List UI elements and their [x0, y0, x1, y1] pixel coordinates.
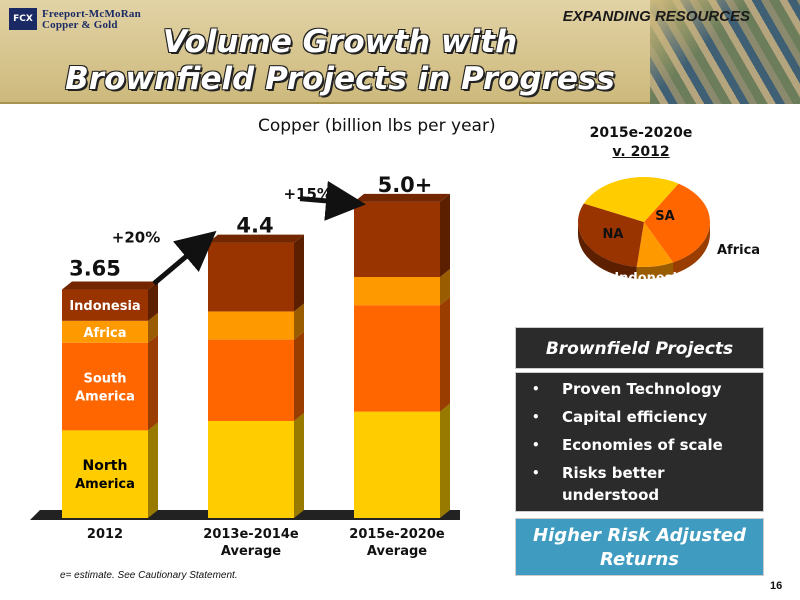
- segment-label: South: [83, 372, 126, 387]
- category-label: 2015e-2020e: [349, 527, 445, 542]
- brownfield-item-text: Economies of scale: [562, 436, 723, 454]
- stacked-bar-chart: North America South America Africa Indonesia 3…: [30, 173, 460, 559]
- segment-label: America: [75, 390, 135, 405]
- bullet-icon: •: [532, 466, 540, 480]
- pie-slice-label: NA: [603, 227, 624, 242]
- brownfield-heading: Brownfield Projects: [515, 327, 764, 369]
- segment-label: North: [83, 458, 128, 474]
- bar-segment: [208, 311, 294, 340]
- company-logo: FCX Freeport-McMoRan Copper & Gold: [9, 8, 159, 31]
- chart-title: Copper (billion lbs per year): [258, 116, 496, 136]
- category-label: 2013e-2014e: [203, 527, 299, 542]
- pie-title: 2015e-2020e v. 2012: [566, 124, 716, 162]
- header-band: FCX Freeport-McMoRan Copper & Gold EXPAN…: [0, 0, 800, 104]
- pie-title-line-2: v. 2012: [612, 144, 670, 160]
- header-photo-strip: [650, 0, 800, 104]
- logo-line-1: Freeport-McMoRan: [42, 8, 141, 20]
- bar-segment-side: [440, 269, 450, 306]
- segment-label: America: [75, 477, 135, 492]
- pie-slice-side: [578, 222, 637, 279]
- category-label: Average: [221, 544, 281, 559]
- bar-segment: [208, 339, 294, 421]
- pie-slice-label: Indonesia: [614, 271, 685, 286]
- pie-slice: [644, 183, 710, 263]
- segment-label: Indonesia: [69, 299, 140, 314]
- bar-segment-side: [148, 312, 158, 343]
- pie-slice-side: [673, 222, 710, 275]
- bar-segment-side: [148, 334, 158, 431]
- bar-segment-side: [148, 281, 158, 321]
- bar-top: [208, 234, 304, 243]
- bar-top: [354, 193, 450, 202]
- brownfield-item: • Capital efficiency: [532, 406, 755, 428]
- pie-slice-side: [636, 262, 674, 279]
- bullet-icon: •: [532, 438, 540, 452]
- brownfield-item-text: Capital efficiency: [562, 408, 708, 426]
- brownfield-item-text: Proven Technology: [562, 380, 722, 398]
- bar-segment-side: [440, 297, 450, 412]
- bar-segment-side: [294, 303, 304, 340]
- bar-segment: [62, 289, 148, 321]
- bar-segment: [208, 242, 294, 312]
- growth-arrow: [152, 230, 217, 286]
- segment-label: Africa: [83, 326, 126, 341]
- page-number: 16: [770, 580, 783, 592]
- bar-segment-side: [294, 331, 304, 421]
- bar-segment-side: [440, 403, 450, 518]
- bar-segment: [354, 201, 440, 278]
- tagline: EXPANDING RESOURCES: [562, 8, 750, 25]
- risk-adjusted-callout: Higher Risk Adjusted Returns: [515, 518, 764, 576]
- growth-label: +20%: [112, 229, 160, 247]
- bar-segment-side: [148, 422, 158, 518]
- pie-title-line-1: 2015e-2020e: [589, 125, 693, 141]
- slide-title: Volume Growth with Brownfield Projects i…: [0, 24, 680, 98]
- growth-arrow: [299, 180, 366, 221]
- pie-chart: SA Africa Indonesia NA: [578, 177, 760, 286]
- bar-segment-side: [440, 193, 450, 278]
- pie-slice-label: Africa: [717, 243, 760, 258]
- pie-slice: [636, 222, 674, 267]
- footnote: e= estimate. See Cautionary Statement.: [60, 570, 238, 581]
- brownfield-item-text: Risks better understood: [562, 464, 665, 504]
- category-label: 2012: [87, 527, 123, 542]
- logo-mark: FCX: [9, 8, 37, 30]
- slide-title-line-1: Volume Growth with: [162, 24, 518, 60]
- logo-line-2: Copper & Gold: [42, 19, 118, 31]
- category-label: Average: [367, 544, 427, 559]
- brownfield-list: • Proven Technology • Capital efficiency •…: [515, 372, 764, 512]
- slide-title-line-2: Brownfield Projects in Progress: [65, 61, 615, 97]
- bar-segment: [354, 411, 440, 518]
- bar-segment: [62, 430, 148, 518]
- bar-segment: [62, 342, 148, 431]
- bar-segment: [208, 420, 294, 518]
- total-label: 4.4: [236, 214, 273, 238]
- bar-top: [62, 281, 158, 290]
- brownfield-item: • Proven Technology: [532, 378, 755, 400]
- brownfield-item: • Economies of scale: [532, 434, 755, 456]
- growth-label: +15%+: [283, 185, 344, 203]
- bar-segment: [354, 305, 440, 412]
- bullet-icon: •: [532, 382, 540, 396]
- bar-segment-side: [294, 234, 304, 312]
- pie-slice: [578, 203, 644, 267]
- brownfield-item: • Risks better understood: [532, 462, 755, 506]
- pie-slice-label: SA: [655, 209, 674, 224]
- total-label: 3.65: [69, 257, 121, 281]
- pie-slice: [583, 177, 679, 222]
- bar-segment: [62, 320, 148, 343]
- total-label: 5.0+: [378, 173, 433, 197]
- bar-segment: [354, 277, 440, 306]
- bullet-icon: •: [532, 410, 540, 424]
- bar-segment-side: [294, 412, 304, 518]
